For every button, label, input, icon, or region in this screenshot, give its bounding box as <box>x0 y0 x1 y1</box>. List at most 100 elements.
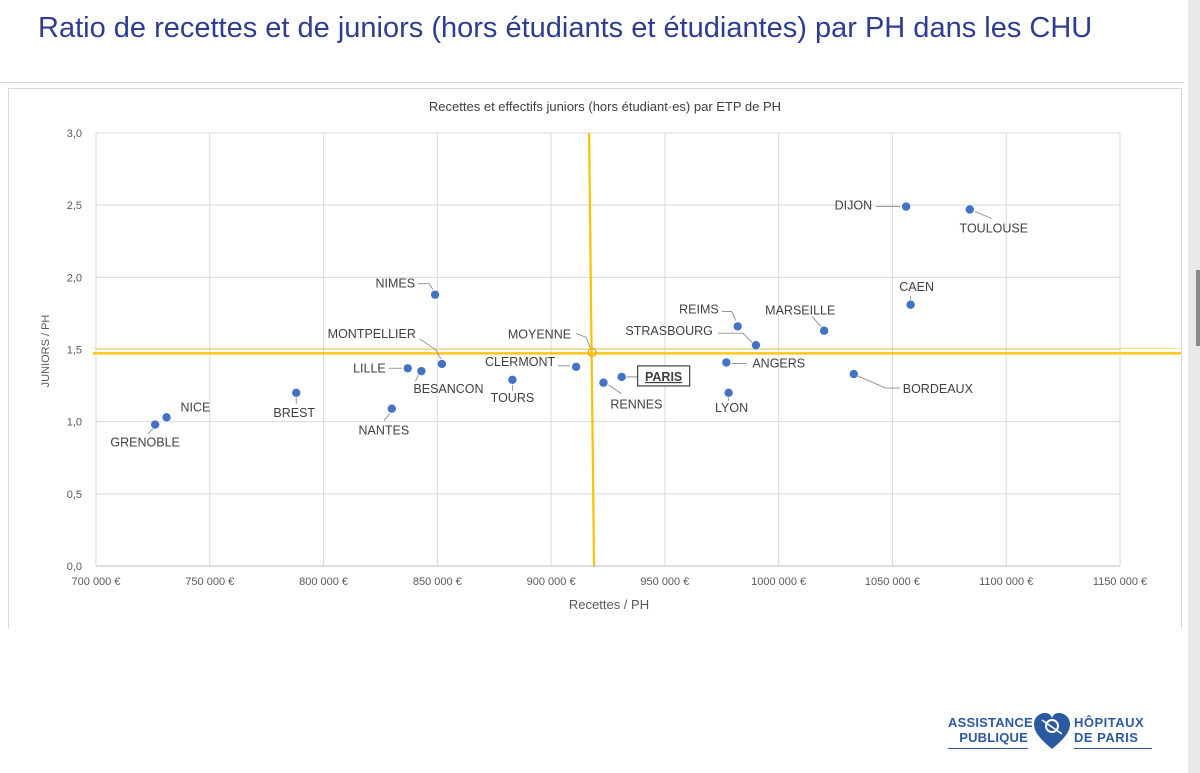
data-point-tours <box>508 375 517 385</box>
y-tick-label: 2,5 <box>67 200 82 212</box>
leader-line-marseille <box>811 316 822 328</box>
data-label-tours: TOURS <box>491 391 535 405</box>
logo-underline-right <box>1074 748 1152 749</box>
logo-right-line1: HÔPITAUX <box>1074 715 1145 730</box>
data-label-clermont: CLERMONT <box>485 355 556 369</box>
leader-line-moyenne <box>575 332 591 348</box>
logo-text-right: HÔPITAUX DE PARIS <box>1074 715 1144 745</box>
aphp-logo: ASSISTANCE PUBLIQUE HÔPITAUX DE PARIS <box>948 712 1158 762</box>
data-point-reims <box>733 322 742 331</box>
y-tick-label: 0,5 <box>67 489 82 501</box>
scroll-handle[interactable] <box>1196 270 1200 346</box>
data-point-nantes <box>387 404 397 413</box>
chart-area: Recettes et effectifs juniors (hors étud… <box>8 88 1182 629</box>
leader-line-rennes <box>608 384 622 395</box>
leader-line-bordeaux <box>857 375 900 389</box>
leader-lines <box>147 206 992 434</box>
data-point-bordeaux <box>849 369 858 379</box>
data-point-clermont <box>571 362 581 372</box>
x-tick-label: 800 000 € <box>299 576 348 588</box>
logo-text-left: ASSISTANCE PUBLIQUE <box>948 715 1033 745</box>
average-vertical-line <box>587 132 596 568</box>
label-box-paris <box>637 365 691 387</box>
logo-left-line1: ASSISTANCE <box>948 715 1033 730</box>
leader-line-toulouse <box>974 211 992 219</box>
logo-right-line2: DE PARIS <box>1074 730 1139 745</box>
slide-title: Ratio de recettes et de juniors (hors ét… <box>38 12 1093 44</box>
x-tick-label: 950 000 € <box>640 576 689 588</box>
data-point-grenoble <box>150 420 160 429</box>
data-points <box>150 202 975 429</box>
data-label-nice: NICE <box>181 400 211 414</box>
data-label-besancon: BESANCON <box>413 382 483 396</box>
x-tick-label: 850 000 € <box>413 576 462 588</box>
x-axis-title: Recettes / PH <box>569 597 649 612</box>
y-tick-label: 3,0 <box>67 128 82 140</box>
data-label-grenoble: GRENOBLE <box>110 436 179 450</box>
leader-line-grenoble <box>147 428 154 434</box>
data-label-brest: BREST <box>273 406 315 420</box>
data-label-lyon: LYON <box>715 401 748 415</box>
data-point-toulouse <box>965 205 975 214</box>
data-point-paris <box>617 372 626 382</box>
leader-line-montpellier <box>419 338 442 360</box>
leader-line-besancon <box>415 374 419 382</box>
chart-title: Recettes et effectifs juniors (hors étud… <box>429 99 781 114</box>
x-tick-label: 750 000 € <box>185 576 234 588</box>
data-label-bordeaux: BORDEAUX <box>903 382 974 396</box>
y-axis-title: JUNIORS / PH <box>40 315 52 388</box>
average-lines <box>93 132 1181 568</box>
logo-left-line2: PUBLIQUE <box>959 730 1028 745</box>
data-point-angers <box>722 358 731 367</box>
x-tick-label: 1100 000 € <box>979 576 1033 588</box>
logo-underline-left <box>948 748 1028 749</box>
grid <box>95 132 1121 567</box>
data-point-lyon <box>724 388 733 397</box>
window-edge <box>1188 0 1200 773</box>
data-point-strasbourg <box>751 340 761 350</box>
data-labels: GRENOBLE NICE BREST NANTES LILLE BESANCON MONT… <box>110 199 1028 450</box>
y-tick-label: 1,5 <box>67 345 82 357</box>
data-point-dijon <box>901 202 911 211</box>
data-point-montpellier <box>437 359 447 369</box>
data-label-toulouse: TOULOUSE <box>960 221 1029 235</box>
leader-line-strasbourg <box>717 332 753 343</box>
data-label-dijon: DIJON <box>835 199 873 213</box>
x-tick-label: 700 000 € <box>72 576 121 588</box>
data-point-brest <box>292 388 301 397</box>
data-label-caen: CAEN <box>899 280 934 294</box>
data-label-angers: ANGERS <box>752 356 805 370</box>
leader-line-reims <box>721 310 737 321</box>
data-point-lille <box>403 364 412 373</box>
x-tick-label: 900 000 € <box>527 576 576 588</box>
data-point-caen <box>906 300 915 309</box>
data-point-marseille <box>819 326 829 335</box>
data-label-nimes: NIMES <box>375 277 415 291</box>
average-point-marker <box>587 347 597 358</box>
x-tick-label: 1050 000 € <box>865 576 920 588</box>
data-label-rennes: RENNES <box>610 398 662 412</box>
x-tick-label: 1150 000 € <box>1093 576 1147 588</box>
leader-line-nimes <box>418 283 434 290</box>
axes: 700 000 € 750 000 € 800 000 € 850 000 € 900 … <box>67 128 1147 588</box>
y-tick-label: 2,0 <box>67 272 82 284</box>
data-point-nice <box>162 413 171 422</box>
data-label-montpellier: MONTPELLIER <box>328 327 416 341</box>
y-tick-label: 1,0 <box>67 417 82 429</box>
data-label-strasbourg: STRASBOURG <box>625 324 713 338</box>
data-label-paris: PARIS <box>645 370 682 384</box>
data-point-nimes <box>430 290 440 299</box>
data-label-lille: LILLE <box>353 361 386 375</box>
data-label-reims: REIMS <box>679 302 719 316</box>
average-label: MOYENNE <box>508 327 571 341</box>
heart-logo-icon <box>1034 713 1070 749</box>
leader-line-nantes <box>383 413 391 421</box>
data-point-rennes <box>599 378 608 387</box>
y-tick-label: 0,0 <box>67 561 82 573</box>
data-point-besancon <box>417 366 426 376</box>
x-tick-label: 1000 000 € <box>751 576 806 588</box>
title-divider <box>0 82 1184 83</box>
scatter-chart: Recettes et effectifs juniors (hors étud… <box>40 99 1181 612</box>
data-label-nantes: NANTES <box>358 424 409 438</box>
data-label-marseille: MARSEILLE <box>765 304 835 318</box>
